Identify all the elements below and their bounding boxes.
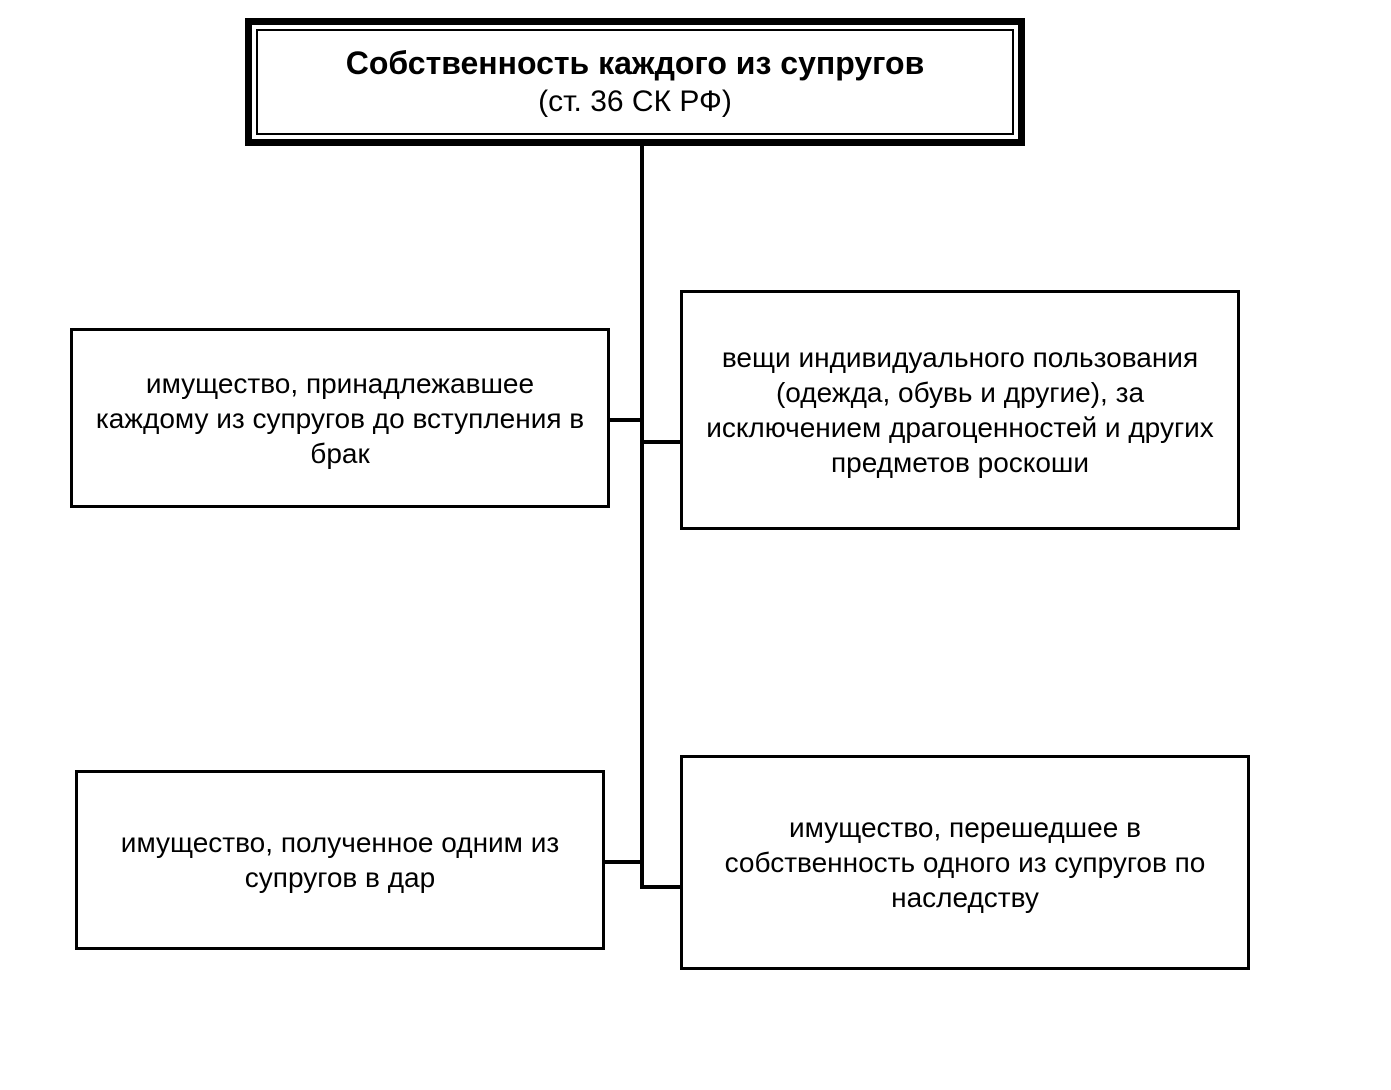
root-title: Собственность каждого из супругов — [346, 43, 924, 83]
child-node-text: имущество, принадлежавшее каждому из суп… — [87, 366, 593, 471]
root-subtitle: (ст. 36 СК РФ) — [538, 83, 732, 121]
root-node: Собственность каждого из супругов(ст. 36… — [245, 18, 1025, 146]
diagram-canvas: Собственность каждого из супругов(ст. 36… — [0, 0, 1391, 1090]
child-node-text: вещи индивидуального пользования (одежда… — [697, 340, 1223, 480]
child-node-personal-items: вещи индивидуального пользования (одежда… — [680, 290, 1240, 530]
child-node-text: имущество, перешедшее в собственность од… — [697, 810, 1233, 915]
child-node-gift: имущество, полученное одним из супругов … — [75, 770, 605, 950]
child-node-before-marriage: имущество, принадлежавшее каждому из суп… — [70, 328, 610, 508]
branch-connector-personal-items — [644, 440, 680, 444]
branch-connector-gift — [605, 860, 640, 864]
child-node-inheritance: имущество, перешедшее в собственность од… — [680, 755, 1250, 970]
trunk-connector — [640, 146, 644, 889]
child-node-text: имущество, полученное одним из супругов … — [92, 825, 588, 895]
branch-connector-before-marriage — [610, 418, 640, 422]
branch-connector-inheritance — [644, 885, 680, 889]
